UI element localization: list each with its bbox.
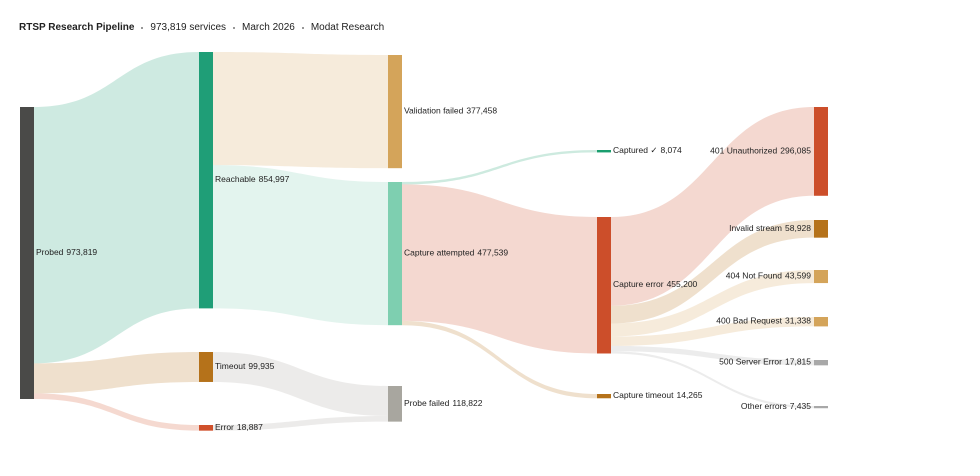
node-label: 404 Not Found 43,599 <box>726 271 812 281</box>
node-name: Capture timeout <box>613 390 674 400</box>
link <box>402 184 597 354</box>
link <box>611 270 814 337</box>
node-value: 31,338 <box>785 316 811 326</box>
node <box>199 425 213 431</box>
header: RTSP Research Pipeline 973,819 services M… <box>19 22 384 33</box>
node-value: 58,928 <box>785 223 811 233</box>
node <box>814 406 828 409</box>
node-name: Error <box>215 422 234 432</box>
node-name: Probe failed <box>404 398 450 408</box>
link <box>213 352 388 416</box>
node-label: Other errors 7,435 <box>741 401 811 411</box>
separator <box>141 26 144 29</box>
node-value: 43,599 <box>785 271 811 281</box>
node-name: Validation failed <box>404 106 464 116</box>
node <box>814 317 828 327</box>
link <box>34 352 199 394</box>
chart-title: RTSP Research Pipeline <box>19 22 135 33</box>
node-value: 18,887 <box>237 422 263 432</box>
link <box>402 150 597 185</box>
subtitle: Modat Research <box>310 22 385 33</box>
node-label: 401 Unauthorized 296,085 <box>710 146 811 156</box>
node <box>814 360 828 366</box>
link <box>34 52 199 364</box>
node-value: 17,815 <box>785 357 811 367</box>
node <box>597 150 611 153</box>
node-label: 400 Bad Request 31,338 <box>716 316 811 326</box>
node-value: 973,819 <box>66 247 97 257</box>
link <box>611 317 814 346</box>
node-name: Captured ✓ <box>613 145 657 155</box>
node <box>597 217 611 354</box>
node-name: Capture attempted <box>404 248 475 258</box>
node-label: Probe failed 118,822 <box>404 398 483 408</box>
node <box>814 270 828 284</box>
node-label: Captured ✓ 8,074 <box>613 145 682 155</box>
node-label: 500 Server Error 17,815 <box>719 357 811 367</box>
node <box>388 386 402 422</box>
link <box>213 52 388 169</box>
node-name: 404 Not Found <box>726 271 783 281</box>
node-label: Capture attempted 477,539 <box>404 248 508 258</box>
node-label: Reachable 854,997 <box>215 174 290 184</box>
node-name: Other errors <box>741 401 787 411</box>
node-name: Capture error <box>613 279 664 289</box>
link <box>611 220 814 324</box>
node-value: 118,822 <box>452 398 482 408</box>
node-name: Timeout <box>215 361 246 371</box>
node-value: 99,935 <box>248 361 274 371</box>
node-value: 377,458 <box>466 106 497 116</box>
node-value: 7,435 <box>790 401 812 411</box>
node-label: Capture timeout 14,265 <box>613 390 703 400</box>
node <box>20 107 34 399</box>
separator <box>301 26 304 29</box>
node-value: 8,074 <box>660 145 682 155</box>
subtitle: March 2026 <box>242 22 295 33</box>
node <box>199 352 213 382</box>
separator <box>233 26 236 29</box>
node-name: 400 Bad Request <box>716 316 782 326</box>
link <box>213 165 388 326</box>
node-value: 14,265 <box>676 390 702 400</box>
node-label: Error 18,887 <box>215 422 263 432</box>
link <box>611 107 814 306</box>
node <box>814 107 828 196</box>
node-label: Capture error 455,200 <box>613 279 698 289</box>
node <box>388 182 402 326</box>
link <box>213 415 388 431</box>
node <box>597 394 611 399</box>
link <box>402 320 597 399</box>
node-label: Probed 973,819 <box>36 247 97 257</box>
node-label: Invalid stream 58,928 <box>729 223 811 233</box>
node-label: Validation failed 377,458 <box>404 106 497 116</box>
node <box>814 220 828 238</box>
link <box>611 345 814 366</box>
node-label: Timeout 99,935 <box>215 361 275 371</box>
link <box>611 351 814 409</box>
node-name: 401 Unauthorized <box>710 146 777 156</box>
node-name: Invalid stream <box>729 223 782 233</box>
node-name: 500 Server Error <box>719 357 782 367</box>
node <box>199 52 213 309</box>
node-value: 477,539 <box>477 248 508 258</box>
node-name: Reachable <box>215 174 256 184</box>
link <box>34 393 199 431</box>
node-name: Probed <box>36 247 64 257</box>
node-value: 296,085 <box>780 146 811 156</box>
node-value: 455,200 <box>667 279 698 289</box>
node-value: 854,997 <box>259 174 290 184</box>
node <box>388 55 402 169</box>
subtitle: 973,819 services <box>150 22 227 33</box>
